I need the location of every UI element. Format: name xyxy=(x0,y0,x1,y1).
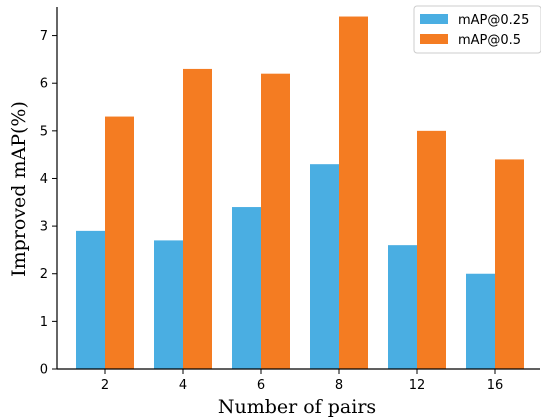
legend-label-map025: mAP@0.25 xyxy=(458,13,529,28)
y-tick-label: 6 xyxy=(40,77,48,92)
bar-map05-6 xyxy=(261,73,290,370)
bar-map025-2 xyxy=(76,230,105,369)
x-axis-label: Number of pairs xyxy=(218,396,376,417)
bar-map025-12 xyxy=(388,245,417,369)
y-tick-label: 2 xyxy=(40,267,48,282)
y-tick-label: 0 xyxy=(40,363,48,378)
x-tick-label: 4 xyxy=(179,378,187,393)
bar-map025-4 xyxy=(154,240,183,369)
y-tick-label: 7 xyxy=(40,29,48,44)
x-tick-label: 6 xyxy=(257,378,265,393)
y-tick-label: 3 xyxy=(40,220,48,235)
y-tick-label: 5 xyxy=(40,124,48,139)
legend-swatch-map05 xyxy=(420,34,448,44)
y-tick-label: 1 xyxy=(40,315,48,330)
y-tick-label: 4 xyxy=(40,172,48,187)
bar-map05-4 xyxy=(183,68,212,369)
bar-map025-8 xyxy=(310,164,339,369)
x-tick-label: 8 xyxy=(335,378,343,393)
bars-layer xyxy=(76,16,524,370)
bar-map025-16 xyxy=(466,273,495,369)
axes-layer xyxy=(56,7,540,370)
bar-map05-8 xyxy=(339,16,368,370)
bar-map05-12 xyxy=(417,130,446,369)
x-tick-label: 2 xyxy=(101,378,109,393)
bar-map05-2 xyxy=(105,116,134,369)
legend-label-map05: mAP@0.5 xyxy=(458,33,521,48)
bar-map025-6 xyxy=(232,207,261,369)
legend-swatch-map025 xyxy=(420,14,448,24)
y-axis-label: Improved mAP(%) xyxy=(8,101,30,277)
x-tick-label: 12 xyxy=(409,378,426,393)
bar-map05-16 xyxy=(495,159,524,369)
legend: mAP@0.25 mAP@0.5 xyxy=(413,5,541,54)
x-tick-label: 16 xyxy=(487,378,504,393)
